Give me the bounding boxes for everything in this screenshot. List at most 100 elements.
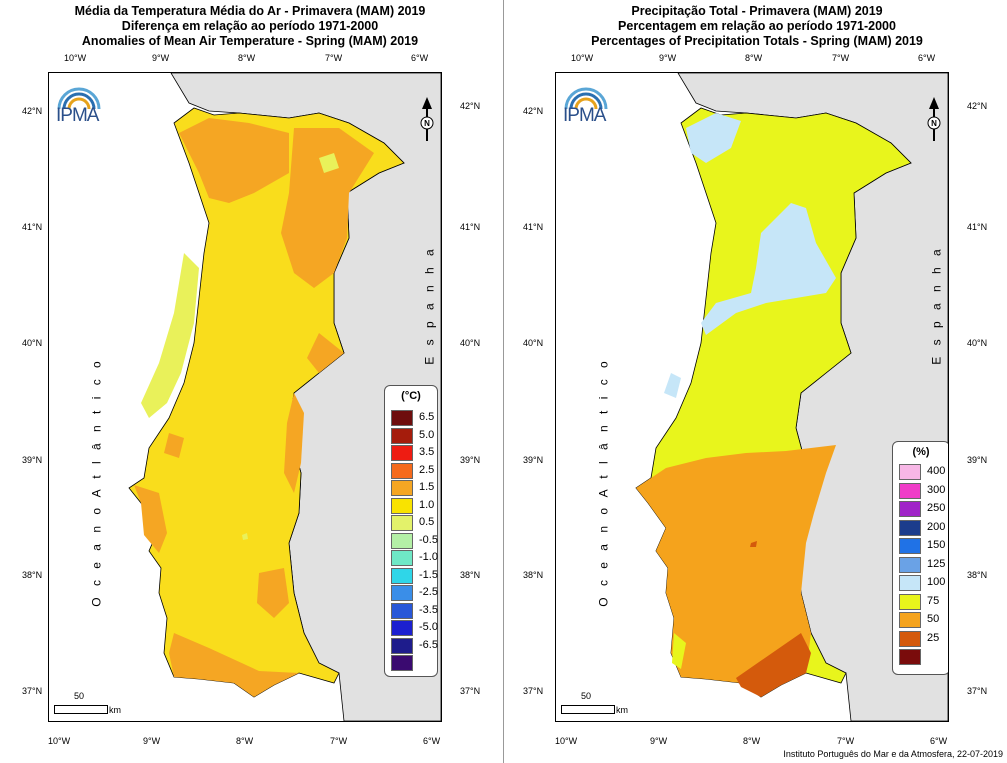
temperature-title-line-3: Anomalies of Mean Air Temperature - Spri…	[81, 34, 419, 48]
svg-text:N: N	[424, 119, 430, 128]
precipitation-title-line-3: Percentages of Precipitation Totals - Sp…	[591, 34, 923, 48]
legend-swatch	[391, 445, 413, 461]
lon-label-top: 6°W	[411, 53, 429, 63]
lat-label-right: 42°N	[967, 101, 988, 111]
lat-label-right: 37°N	[967, 686, 988, 696]
lat-label-left: 40°N	[22, 338, 43, 348]
legend-label: 6.5	[419, 411, 435, 423]
lon-label-top: 8°W	[238, 53, 256, 63]
legend-label: 75	[927, 594, 940, 607]
anomaly-patch-1-5	[284, 393, 304, 493]
north-arrow-icon: N	[419, 95, 435, 145]
legend-label: -2.5	[419, 586, 438, 598]
legend-swatch	[391, 655, 413, 671]
lon-label-bottom: 6°W	[930, 736, 948, 746]
precipitation-legend: (%) 400 300 250 200 150 125 100 75 50 25	[892, 441, 948, 675]
legend-label: 400	[927, 465, 946, 477]
lat-label-right: 39°N	[967, 455, 988, 465]
legend-label: -6.5	[419, 638, 438, 651]
temperature-title-line-1: Média da Temperatura Média do Ar - Prima…	[74, 4, 426, 18]
legend-swatch	[391, 620, 413, 636]
precip-patch-50	[636, 445, 836, 697]
temperature-map-svg	[128, 73, 441, 721]
lon-label-bottom: 7°W	[837, 736, 855, 746]
lon-label-bottom: 9°W	[650, 736, 668, 746]
temperature-legend: (°C) 6.5 5.0 3.5 2.5 1.5 1.0 0.5 -0.5 -1.0 -1.5 -2…	[384, 385, 438, 677]
ipma-logo-text: IPMA	[563, 105, 606, 126]
north-arrow-icon: N	[926, 95, 942, 145]
legend-label: 1.0	[419, 498, 435, 511]
ipma-logo-arcs	[57, 87, 101, 110]
legend-swatch	[899, 612, 921, 628]
lon-label-bottom: 8°W	[236, 736, 254, 746]
legend-swatch	[899, 519, 921, 536]
anomaly-patch-1-5	[307, 333, 344, 373]
anomaly-patch-1-5	[281, 128, 374, 288]
lat-label-left: 41°N	[22, 222, 43, 232]
lat-label-right: 40°N	[967, 338, 988, 348]
lat-label-left: 42°N	[523, 106, 544, 116]
scale-unit: km	[109, 705, 121, 715]
legend-label: 100	[927, 576, 946, 588]
legend-swatch	[391, 410, 413, 426]
legend-label: 50	[927, 613, 940, 625]
lat-label-left: 37°N	[523, 686, 544, 696]
precip-patch-75	[672, 633, 686, 669]
ocean-label: O c e a n o A t l â n t i c o	[596, 357, 611, 607]
legend-label: 25	[927, 631, 940, 644]
precip-patch-25	[750, 541, 757, 547]
temperature-panel: Média da Temperatura Média do Ar - Prima…	[0, 0, 500, 763]
precipitation-panel: Precipitação Total - Primavera (MAM) 201…	[507, 0, 1007, 763]
lon-label-bottom: 8°W	[743, 736, 761, 746]
precip-patch-25	[736, 633, 811, 697]
panel-divider	[503, 0, 504, 763]
legend-swatch	[391, 550, 413, 566]
legend-label: 0.5	[419, 516, 435, 528]
lat-label-left: 42°N	[22, 106, 43, 116]
lat-label-right: 40°N	[460, 338, 481, 348]
scale-bar	[54, 705, 108, 714]
legend-label: 250	[927, 502, 946, 514]
precipitation-map-svg	[635, 73, 948, 721]
lon-label-top: 10°W	[64, 53, 87, 63]
legend-label: 150	[927, 539, 946, 551]
anomaly-patch-1-5	[169, 633, 299, 697]
precip-patch-100	[701, 203, 836, 335]
scale-number: 50	[74, 691, 85, 701]
ocean-label: O c e a n o A t l â n t i c o	[89, 357, 104, 607]
lat-label-left: 39°N	[22, 455, 43, 465]
precipitation-map: IPMA N O c e a n o A t l â n t i c o E s…	[555, 72, 949, 722]
legend-swatch	[391, 602, 413, 619]
precip-patch-100	[686, 113, 741, 163]
anomaly-patch-0-5	[319, 153, 339, 173]
legend-label: 5.0	[419, 428, 435, 441]
legend-label: 3.5	[419, 446, 435, 458]
legend-swatch	[899, 630, 921, 647]
legend-swatch	[391, 427, 413, 444]
legend-label: -3.5	[419, 603, 438, 616]
anomaly-patch-0-5	[242, 533, 248, 540]
lat-label-right: 41°N	[967, 222, 988, 232]
legend-swatch	[899, 501, 921, 517]
legend-title: (°C)	[401, 390, 421, 402]
lat-label-right: 38°N	[967, 570, 988, 580]
lat-label-left: 38°N	[22, 570, 43, 580]
legend-title: (%)	[912, 446, 930, 458]
svg-text:N: N	[931, 119, 937, 128]
lon-label-bottom: 7°W	[330, 736, 348, 746]
lat-label-right: 38°N	[460, 570, 481, 580]
lon-label-top: 9°W	[659, 53, 677, 63]
lat-label-left: 41°N	[523, 222, 544, 232]
lat-label-right: 39°N	[460, 455, 481, 465]
legend-swatch	[391, 637, 413, 654]
lon-label-bottom: 10°W	[555, 736, 578, 746]
scale-number: 50	[581, 691, 592, 701]
legend-swatch	[899, 464, 921, 480]
ipma-logo: IPMA	[55, 83, 103, 129]
legend-swatch	[899, 482, 921, 499]
lat-label-right: 42°N	[460, 101, 481, 111]
legend-label: -0.5	[419, 533, 438, 546]
legend-swatch	[899, 575, 921, 591]
lon-label-bottom: 6°W	[423, 736, 441, 746]
lon-label-top: 7°W	[832, 53, 850, 63]
